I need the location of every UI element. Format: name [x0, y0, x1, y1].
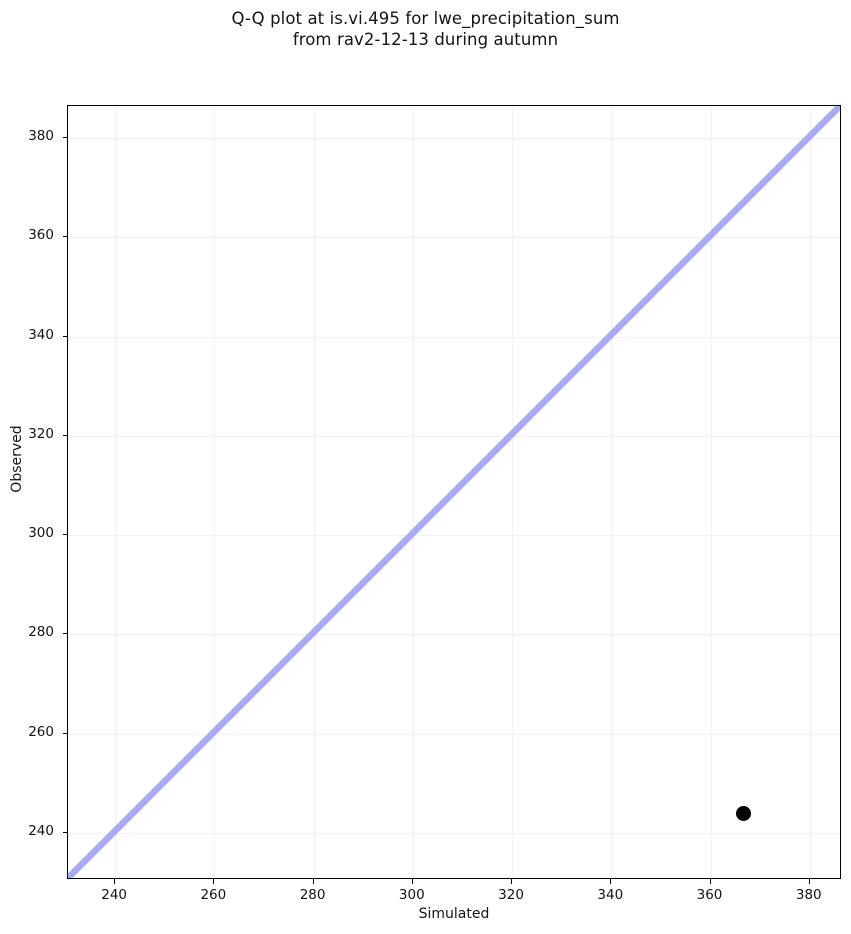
x-tick-label: 380	[795, 887, 822, 903]
gridline-x	[611, 106, 613, 878]
x-tick-mark	[312, 879, 314, 884]
gridline-x	[214, 106, 216, 878]
x-tick-mark	[411, 879, 413, 884]
y-tick-label: 280	[28, 624, 54, 641]
chart-title: Q-Q plot at is.vi.495 for lwe_precipitat…	[0, 8, 851, 50]
gridline-y	[68, 138, 840, 140]
y-tick-label: 320	[28, 425, 54, 442]
y-tick-label: 340	[28, 326, 54, 343]
x-tick-mark	[511, 879, 513, 884]
x-axis-label: Simulated	[418, 906, 490, 922]
gridline-y	[68, 237, 840, 239]
x-tick-label: 280	[299, 887, 326, 903]
x-tick-mark	[213, 879, 215, 884]
gridline-y	[68, 435, 840, 437]
y-tick-label: 300	[28, 525, 54, 542]
y-tick-mark	[62, 434, 67, 436]
y-axis-label: Observed	[9, 425, 25, 493]
identity-line	[68, 106, 840, 878]
y-tick-mark	[62, 137, 67, 139]
gridline-y	[68, 832, 840, 834]
plot-area	[67, 105, 841, 879]
gridline-y	[68, 336, 840, 338]
y-tick-mark	[62, 732, 67, 734]
gridline-y	[68, 634, 840, 636]
y-tick-label: 360	[28, 227, 54, 244]
y-tick-mark	[62, 236, 67, 238]
gridline-x	[809, 106, 811, 878]
data-point	[736, 805, 752, 821]
gridline-x	[313, 106, 315, 878]
gridline-y	[68, 733, 840, 735]
chart-title-line-2: from rav2-12-13 during autumn	[292, 30, 559, 49]
y-tick-label: 240	[28, 822, 54, 839]
gridline-x	[710, 106, 712, 878]
x-tick-label: 340	[597, 887, 624, 903]
x-tick-mark	[114, 879, 116, 884]
x-tick-label: 240	[101, 887, 128, 903]
gridline-x	[412, 106, 414, 878]
y-tick-label: 380	[28, 128, 54, 145]
y-tick-label: 260	[28, 723, 54, 740]
gridline-y	[68, 535, 840, 537]
chart-title-line-1: Q-Q plot at is.vi.495 for lwe_precipitat…	[231, 9, 620, 28]
x-tick-label: 260	[200, 887, 227, 903]
y-tick-mark	[62, 335, 67, 337]
x-tick-label: 320	[498, 887, 524, 903]
x-tick-label: 300	[398, 887, 425, 903]
y-tick-mark	[62, 831, 67, 833]
gridline-x	[512, 106, 514, 878]
x-tick-mark	[709, 879, 711, 884]
y-tick-mark	[62, 534, 67, 536]
x-tick-mark	[610, 879, 612, 884]
y-tick-mark	[62, 633, 67, 635]
gridline-x	[115, 106, 117, 878]
x-tick-label: 360	[696, 887, 723, 903]
x-tick-mark	[808, 879, 810, 884]
